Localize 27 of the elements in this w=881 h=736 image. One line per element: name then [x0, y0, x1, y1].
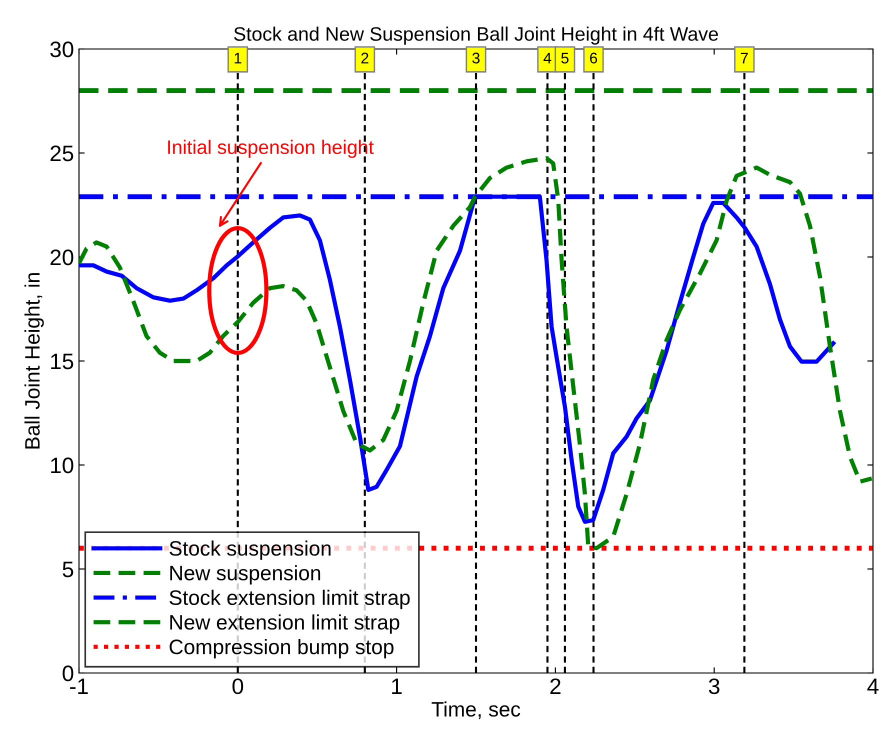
legend-label: Stock extension limit strap [170, 590, 410, 610]
annotation: 1 [234, 52, 242, 64]
y-tick-label: 25 [50, 146, 74, 162]
x-tick-label: 2 [550, 678, 560, 694]
chart-title: Stock and New Suspension Ball Joint Height in 4ft Wave [234, 26, 718, 45]
y-tick-label: 5 [62, 562, 74, 578]
x-tick-label: 1 [392, 678, 402, 694]
annotation: 6 [590, 52, 598, 64]
x-tick-label: 0 [232, 678, 244, 694]
y-tick-label: 10 [51, 458, 74, 474]
annotation: 5 [561, 52, 569, 64]
y-axis-title: Ball Joint Height, in [24, 273, 44, 448]
x-tick-label: 3 [708, 678, 720, 694]
annotation: Initial suspension height [168, 140, 374, 158]
x-tick-label: 4 [867, 678, 879, 694]
annotation: 3 [472, 52, 480, 64]
y-tick-label: 30 [50, 42, 74, 58]
y-tick-label: 15 [51, 354, 74, 370]
annotation: 2 [361, 52, 368, 64]
y-tick-label: 20 [50, 250, 74, 266]
annotation: 4 [544, 52, 552, 64]
annotation: 7 [740, 52, 748, 64]
legend-label: Compression bump stop [170, 638, 394, 658]
legend-label: Stock suspension [170, 540, 331, 560]
legend-label: New suspension [170, 565, 320, 585]
x-axis-title: Time, sec [432, 701, 520, 720]
legend-label: New extension limit strap [170, 614, 400, 634]
